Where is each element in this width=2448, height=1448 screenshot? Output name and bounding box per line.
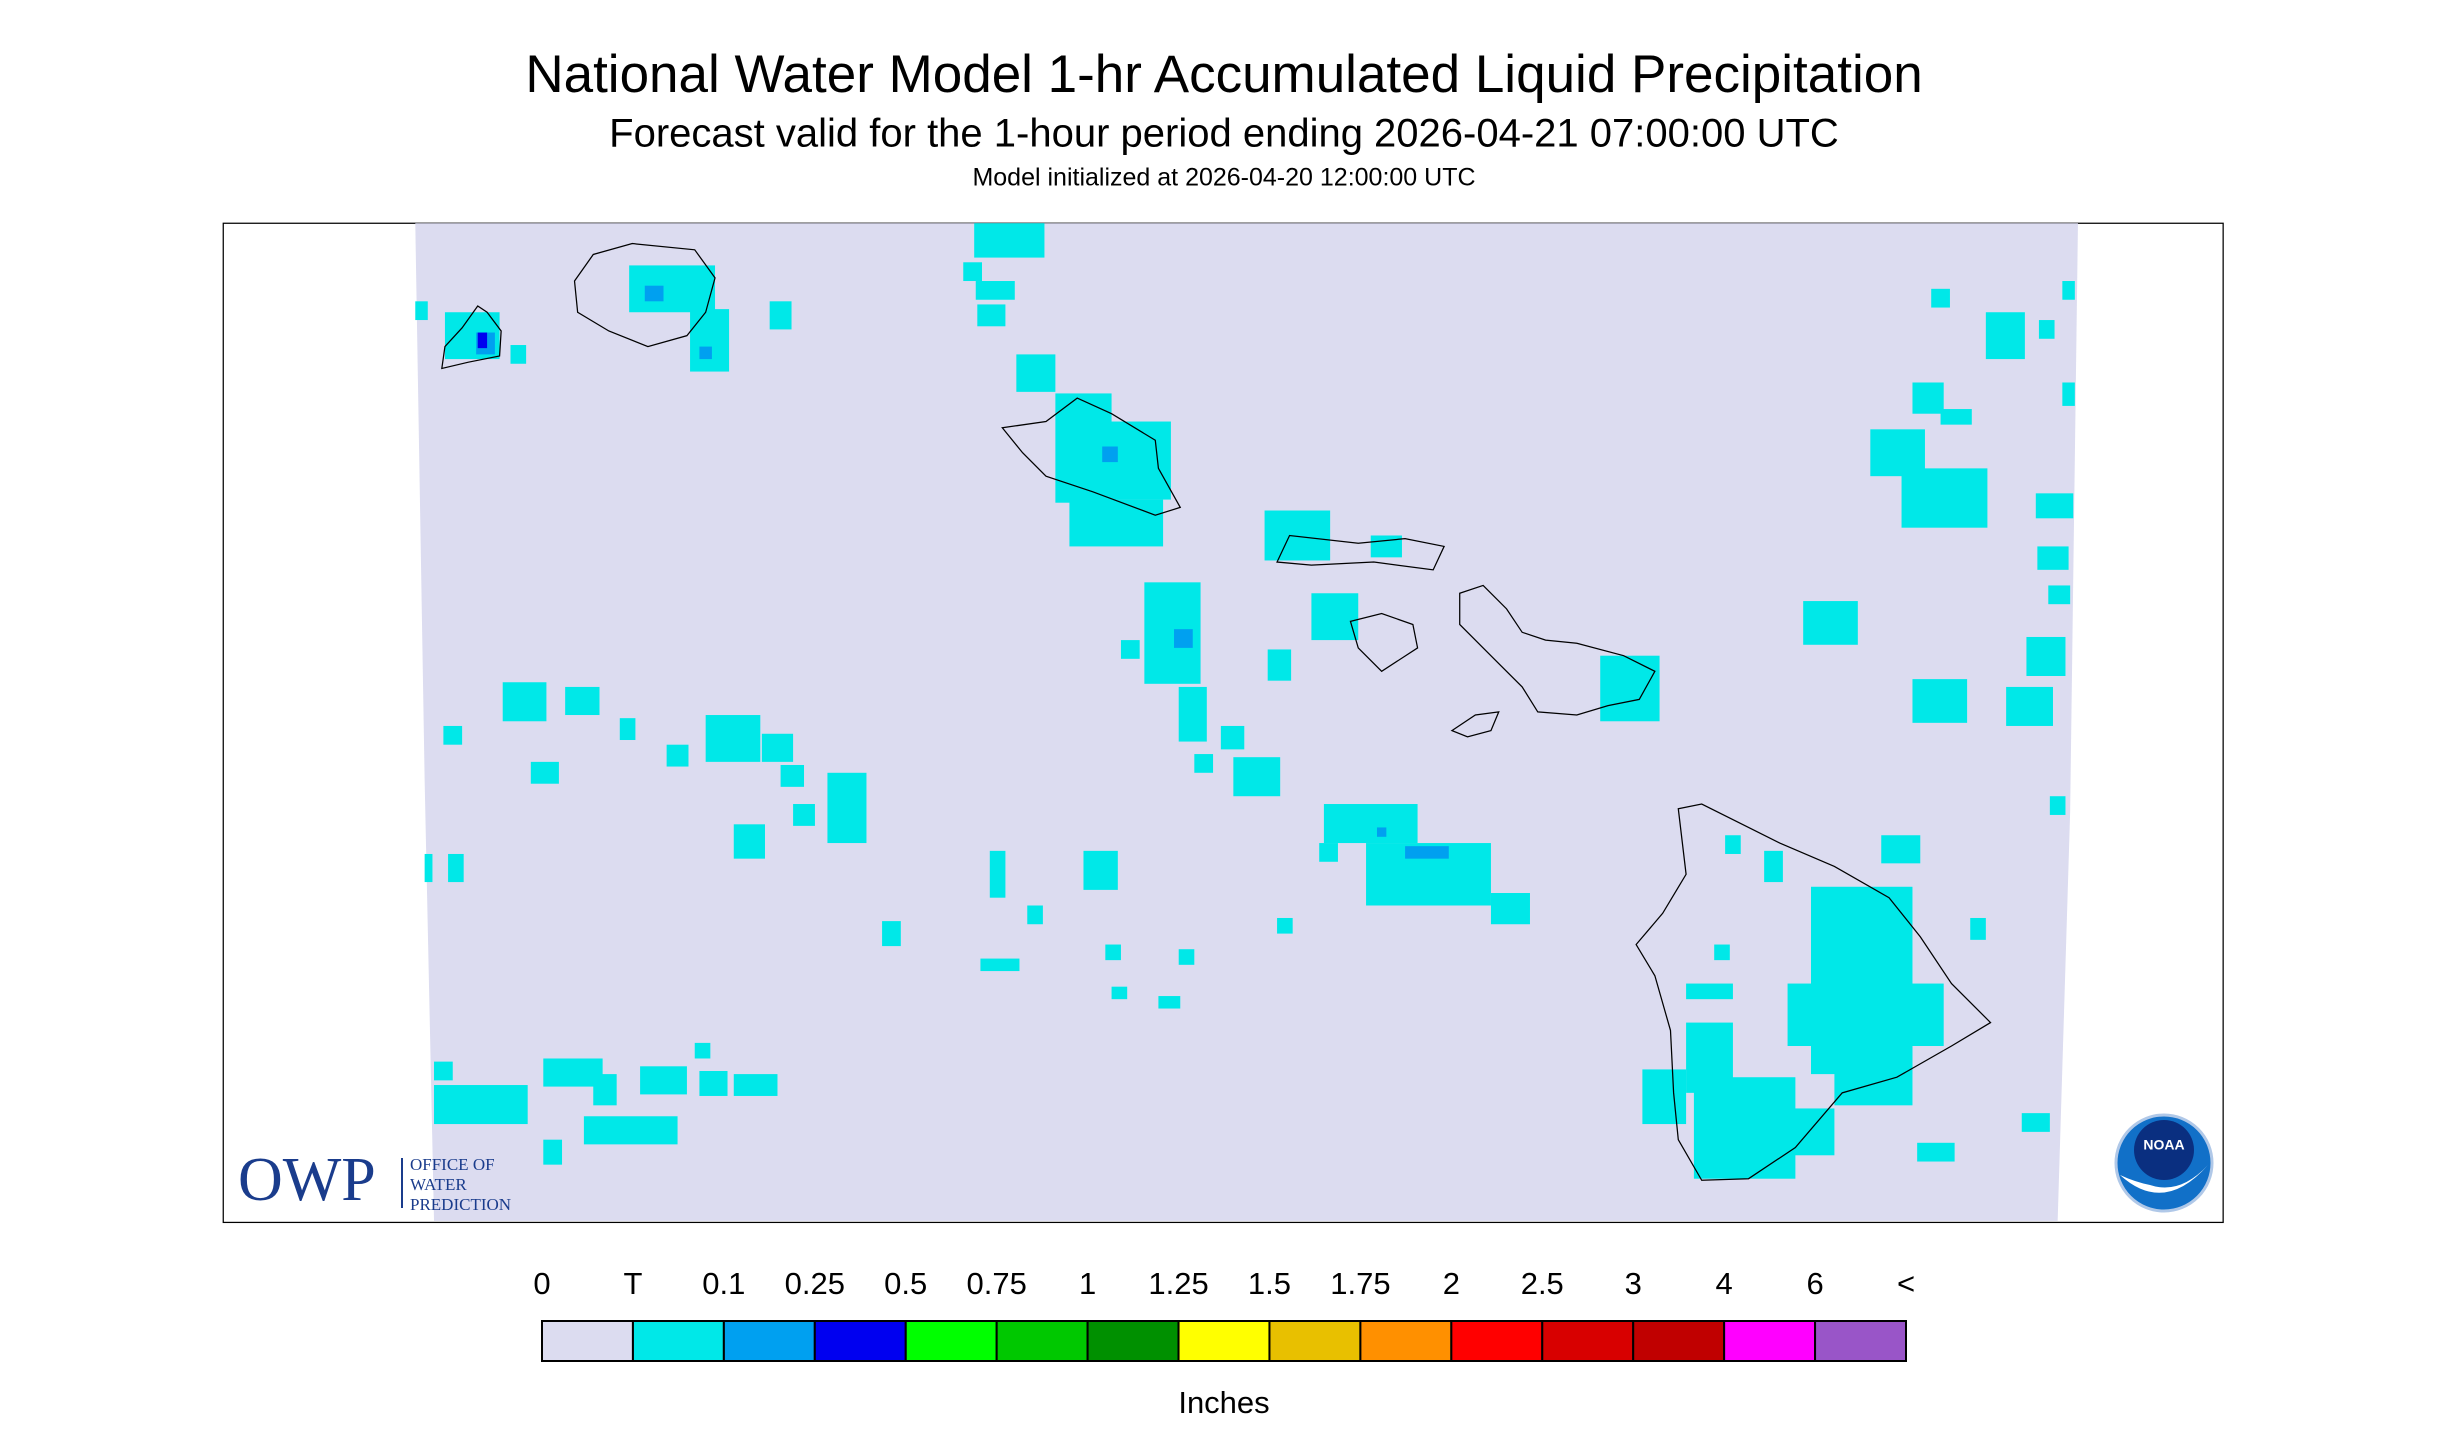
legend-label: 3 (1625, 1266, 1642, 1301)
legend-label: 2 (1443, 1266, 1460, 1301)
legend-swatch (1450, 1320, 1544, 1362)
legend-label: T (623, 1266, 642, 1301)
legend-swatch (813, 1320, 907, 1362)
legend-label: 1.25 (1148, 1266, 1208, 1301)
noaa-text: NOAA (2143, 1137, 2184, 1153)
map (222, 222, 2224, 1224)
owp-logo: OWP OFFICE OF WATER PREDICTION (238, 1146, 511, 1214)
owp-line: WATER (410, 1175, 467, 1194)
noaa-logo: NOAA (2114, 1113, 2214, 1213)
legend-swatch (995, 1320, 1089, 1362)
legend-swatch (1359, 1320, 1453, 1362)
legend-label: 4 (1716, 1266, 1733, 1301)
legend-label: 1.75 (1330, 1266, 1390, 1301)
legend-label: 1 (1079, 1266, 1096, 1301)
legend-label: 0.25 (785, 1266, 845, 1301)
coastlines (441, 242, 1992, 1181)
legend-label: 0.5 (884, 1266, 927, 1301)
owp-wordmark: OWP (238, 1146, 376, 1214)
legend-label: 1.5 (1248, 1266, 1291, 1301)
subtitle: Forecast valid for the 1-hour period end… (609, 112, 1839, 156)
legend-label: 2.5 (1521, 1266, 1564, 1301)
legend-swatch (1723, 1320, 1817, 1362)
init-time: Model initialized at 2026-04-20 12:00:00… (972, 164, 1475, 192)
heavier-patches (476, 285, 1449, 859)
legend-swatch (1177, 1320, 1271, 1362)
legend-swatch (631, 1320, 725, 1362)
legend-swatch (1268, 1320, 1362, 1362)
legend-label: 0.75 (966, 1266, 1026, 1301)
legend-swatch (1086, 1320, 1180, 1362)
noaa-gull (2120, 1165, 2208, 1193)
legend: 0 T 0.1 0.25 0.5 0.75 1 1.25 1.5 1.75 2 2.5 3 4 6 < (533, 1266, 1915, 1362)
legend-label: 0.1 (702, 1266, 745, 1301)
legend-label: 6 (1806, 1266, 1823, 1301)
legend-swatch (722, 1320, 816, 1362)
legend-swatch (541, 1320, 634, 1362)
legend-swatch (904, 1320, 998, 1362)
legend-swatch (1541, 1320, 1635, 1362)
owp-line: PREDICTION (410, 1195, 511, 1214)
legend-swatch (1632, 1320, 1726, 1362)
model-domain (415, 223, 2078, 1221)
legend-units: Inches (1178, 1385, 1269, 1420)
heaviest-patch (477, 332, 488, 349)
noaa-center (2134, 1120, 2194, 1180)
precip-patches (415, 223, 2075, 1179)
legend-label: 0 (533, 1266, 550, 1301)
legend-label: < (1897, 1266, 1915, 1301)
title: National Water Model 1-hr Accumulated Li… (525, 45, 1922, 104)
legend-swatch (1814, 1320, 1907, 1362)
owp-line: OFFICE OF (410, 1155, 495, 1174)
